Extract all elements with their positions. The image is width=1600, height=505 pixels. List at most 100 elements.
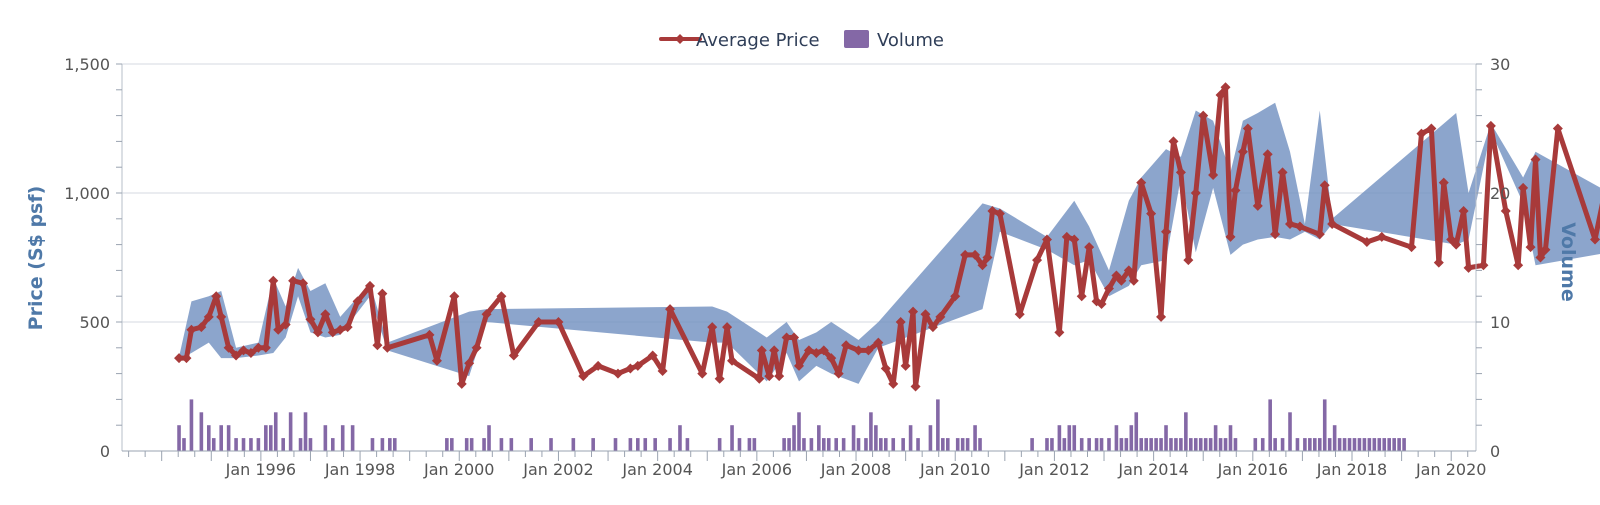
average-price-marker[interactable] — [818, 345, 829, 356]
volume-bar[interactable] — [869, 412, 873, 451]
volume-bar[interactable] — [1067, 425, 1072, 451]
volume-bar[interactable] — [288, 412, 293, 451]
average-price-marker[interactable] — [593, 360, 604, 371]
volume-bar[interactable] — [653, 438, 657, 451]
volume-bar[interactable] — [1362, 438, 1367, 451]
average-price-marker[interactable] — [1198, 110, 1209, 121]
average-price-marker[interactable] — [211, 291, 222, 302]
volume-bar[interactable] — [1392, 438, 1396, 451]
average-price-marker[interactable] — [863, 345, 874, 356]
volume-bar[interactable] — [189, 399, 194, 451]
volume-bar[interactable] — [1114, 425, 1119, 451]
average-price-marker[interactable] — [935, 311, 946, 322]
average-price-marker[interactable] — [377, 288, 388, 299]
average-price-marker[interactable] — [1525, 242, 1536, 253]
average-price-marker[interactable] — [1061, 231, 1072, 242]
volume-bar[interactable] — [1295, 438, 1300, 451]
average-price-marker[interactable] — [431, 355, 442, 366]
volume-bar[interactable] — [1174, 438, 1178, 451]
average-price-marker[interactable] — [1069, 234, 1080, 245]
volume-bar[interactable] — [1050, 438, 1054, 451]
volume-bar[interactable] — [323, 425, 328, 451]
volume-bar[interactable] — [1154, 438, 1158, 451]
average-price-marker[interactable] — [1136, 177, 1147, 188]
average-price-marker[interactable] — [449, 291, 460, 302]
volume-bar[interactable] — [1213, 425, 1218, 451]
average-price-marker[interactable] — [424, 329, 435, 340]
average-price-marker[interactable] — [320, 309, 331, 320]
volume-bar[interactable] — [678, 425, 682, 451]
average-price-marker[interactable] — [982, 252, 993, 263]
volume-bar[interactable] — [1169, 438, 1173, 451]
average-price-marker[interactable] — [1262, 149, 1273, 160]
average-price-marker[interactable] — [1327, 218, 1338, 229]
average-price-marker[interactable] — [181, 353, 192, 364]
average-price-marker[interactable] — [994, 208, 1005, 219]
volume-bar[interactable] — [482, 438, 486, 451]
volume-bar[interactable] — [234, 438, 238, 451]
average-price-marker[interactable] — [1485, 120, 1496, 131]
volume-bar[interactable] — [1402, 438, 1406, 451]
average-price-marker[interactable] — [764, 371, 775, 382]
volume-bar[interactable] — [717, 438, 722, 451]
volume-bar[interactable] — [469, 438, 474, 451]
average-price-marker[interactable] — [1242, 123, 1253, 134]
average-price-marker[interactable] — [364, 280, 375, 291]
average-price-marker[interactable] — [312, 327, 323, 338]
volume-bar[interactable] — [1193, 438, 1198, 451]
average-price-marker[interactable] — [1535, 252, 1546, 263]
average-price-marker[interactable] — [697, 368, 708, 379]
volume-bar[interactable] — [392, 438, 397, 451]
average-price-marker[interactable] — [977, 260, 988, 271]
volume-bar[interactable] — [241, 438, 246, 451]
average-price-marker[interactable] — [1175, 167, 1186, 178]
average-price-marker[interactable] — [987, 206, 998, 217]
volume-bar[interactable] — [685, 438, 690, 451]
average-price-marker[interactable] — [1208, 169, 1219, 180]
volume-bar[interactable] — [1144, 438, 1148, 451]
average-price-marker[interactable] — [1054, 327, 1065, 338]
volume-bar[interactable] — [549, 438, 553, 451]
volume-bar[interactable] — [219, 425, 223, 451]
volume-bar[interactable] — [730, 425, 734, 451]
volume-bar[interactable] — [628, 438, 633, 451]
volume-bar[interactable] — [308, 438, 313, 451]
volume-bar[interactable] — [1079, 438, 1084, 451]
volume-bar[interactable] — [281, 438, 285, 451]
volume-bar[interactable] — [1253, 438, 1258, 451]
volume-bar[interactable] — [298, 438, 303, 451]
average-price-marker[interactable] — [260, 342, 271, 353]
average-price-marker[interactable] — [174, 353, 185, 364]
average-price-marker[interactable] — [231, 350, 242, 361]
average-price-marker[interactable] — [1426, 123, 1437, 134]
volume-bar[interactable] — [1303, 438, 1307, 451]
volume-bar[interactable] — [226, 425, 231, 451]
average-price-marker[interactable] — [1032, 255, 1043, 266]
average-price-marker[interactable] — [756, 345, 767, 356]
volume-bar[interactable] — [1159, 438, 1163, 451]
average-price-marker[interactable] — [508, 350, 519, 361]
average-price-marker[interactable] — [873, 337, 884, 348]
average-price-marker[interactable] — [1463, 262, 1474, 273]
average-price-marker[interactable] — [464, 358, 475, 369]
volume-bar[interactable] — [529, 438, 533, 451]
average-price-marker[interactable] — [1513, 260, 1524, 271]
average-price-marker[interactable] — [238, 345, 249, 356]
volume-bar[interactable] — [782, 438, 786, 451]
average-price-marker[interactable] — [1183, 255, 1194, 266]
volume-bar[interactable] — [936, 399, 940, 451]
volume-bar[interactable] — [1129, 425, 1134, 451]
volume-bar[interactable] — [851, 425, 856, 451]
volume-bar[interactable] — [643, 438, 648, 451]
volume-bar[interactable] — [1357, 438, 1362, 451]
volume-bar[interactable] — [752, 438, 757, 451]
average-price-marker[interactable] — [1361, 237, 1372, 248]
volume-bar[interactable] — [1184, 412, 1188, 451]
volume-bar[interactable] — [487, 425, 491, 451]
average-price-marker[interactable] — [203, 311, 214, 322]
average-price-marker[interactable] — [1552, 123, 1563, 134]
average-price-marker[interactable] — [888, 378, 899, 389]
volume-bar[interactable] — [1397, 438, 1401, 451]
average-price-marker[interactable] — [268, 275, 279, 286]
average-price-marker[interactable] — [471, 342, 482, 353]
